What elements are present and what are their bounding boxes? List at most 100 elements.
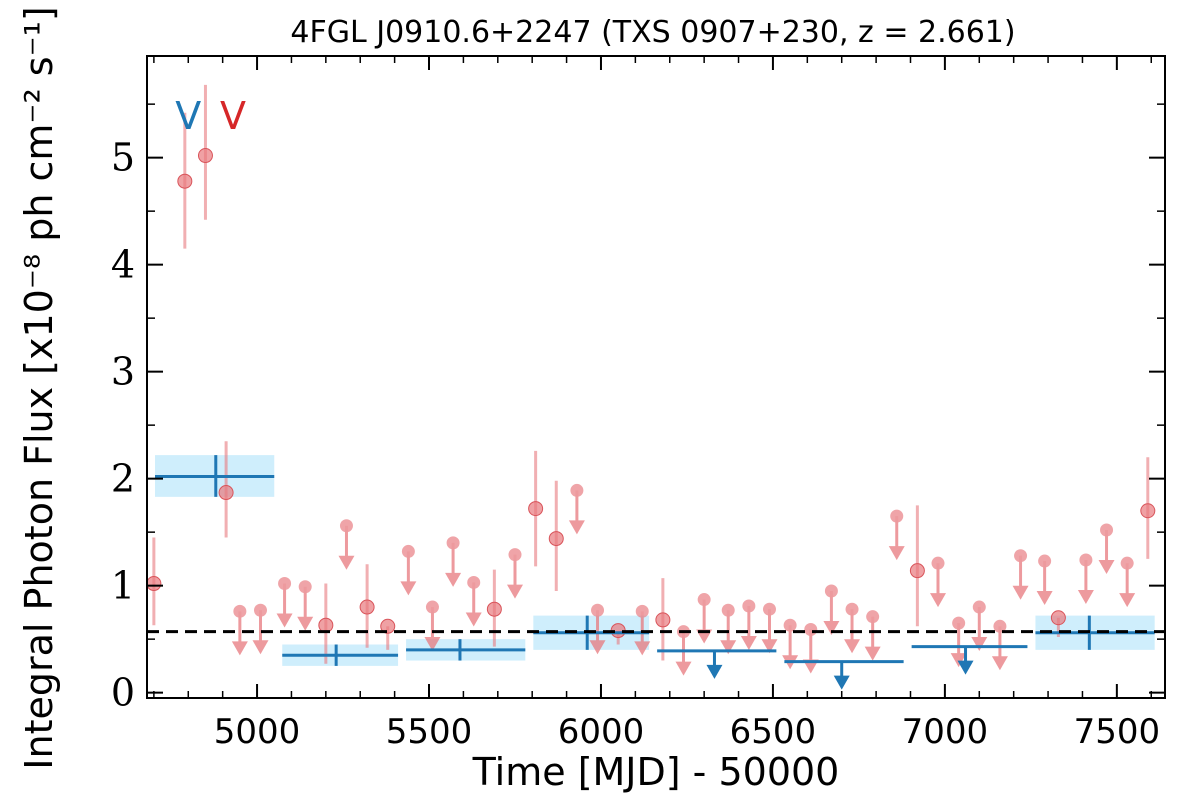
y-tick-label: 0 — [111, 671, 135, 715]
fine-upper-limit-26-head — [971, 637, 988, 652]
fine-upper-limit-15 — [720, 603, 737, 655]
fine-upper-limit-20 — [823, 584, 840, 635]
fine-upper-limit-9-head — [506, 584, 523, 599]
fine-upper-limit-21 — [844, 602, 861, 654]
fine-upper-limit-28 — [1012, 549, 1029, 600]
fine-upper-limit-dot-6 — [425, 600, 439, 614]
axes: 5000 5500 6000 6500 7000 7500 0 1 2 3 4 5 — [111, 56, 1165, 752]
fine-upper-limit-30 — [1077, 553, 1094, 604]
fine-upper-limit-2-head — [276, 613, 293, 628]
fine-upper-limit-29-head — [1036, 591, 1053, 606]
y-tick-label: 4 — [111, 243, 135, 287]
fine-upper-limit-8 — [465, 575, 482, 627]
fine-upper-limit-3-head — [297, 616, 314, 631]
fine-upper-limit-25 — [950, 616, 967, 668]
fine-upper-limit-dot-32 — [1120, 556, 1134, 570]
fine-upper-limit-7 — [445, 536, 462, 587]
fine-point-5 — [359, 599, 375, 615]
fine-point-9 — [548, 531, 564, 547]
fine-upper-limit-dot-25 — [952, 616, 966, 630]
fine-upper-limit-1-head — [252, 640, 269, 655]
fine-upper-limit-28-head — [1012, 585, 1029, 600]
fine-upper-limit-dot-27 — [993, 619, 1007, 633]
fine-upper-limit-4 — [338, 519, 355, 570]
fine-upper-limit-2 — [276, 577, 293, 628]
fine-point-14 — [1140, 503, 1156, 519]
fine-upper-limit-dot-8 — [467, 575, 481, 589]
fine-upper-limit-dot-23 — [890, 509, 904, 523]
fine-upper-limit-dot-10 — [570, 483, 584, 497]
fine-point-3 — [218, 485, 234, 501]
fine-upper-limit-31-head — [1098, 560, 1115, 575]
fine-upper-limit-23 — [888, 509, 905, 561]
coarse-upper-limit-6 — [957, 646, 974, 675]
fine-upper-limit-13-head — [675, 661, 692, 676]
fine-upper-limit-4-head — [338, 555, 355, 570]
fine-upper-limit-22 — [864, 610, 881, 661]
fine-upper-limit-12 — [634, 604, 651, 656]
fine-point-4 — [318, 617, 334, 633]
y-tick-label: 1 — [111, 564, 135, 608]
fine-point-8 — [528, 501, 544, 517]
fine-upper-limit-20-head — [823, 621, 840, 635]
fine-point-6 — [380, 618, 396, 634]
fine-upper-limit-dot-31 — [1100, 523, 1114, 537]
fine-upper-limit-26 — [971, 600, 988, 652]
fine-upper-limit-dot-7 — [446, 536, 460, 550]
fine-upper-limit-24-head — [930, 593, 947, 608]
x-axis-title: Time [MJD] - 50000 — [472, 750, 840, 794]
x-tick-label: 5500 — [386, 712, 473, 752]
coarse-upper-limit-5-head — [833, 675, 850, 690]
fine-upper-limit-6-head — [424, 637, 441, 652]
fine-upper-limit-30-head — [1077, 589, 1094, 604]
fine-upper-limit-dot-29 — [1038, 554, 1052, 568]
fine-upper-limit-dot-3 — [298, 580, 312, 594]
fine-upper-limit-15-head — [720, 640, 737, 655]
coarse-upper-limit-4-head — [706, 664, 723, 679]
fine-upper-limit-dot-28 — [1014, 549, 1028, 563]
fine-upper-limit-dot-5 — [401, 544, 415, 558]
fine-upper-limit-7-head — [445, 572, 462, 587]
fine-upper-limit-dot-19 — [804, 623, 818, 637]
fine-upper-limit-dot-0 — [233, 604, 247, 618]
fine-upper-limit-29 — [1036, 554, 1053, 606]
y-tick-label: 2 — [111, 457, 135, 501]
plot-frame — [146, 55, 1166, 699]
fine-upper-limit-dot-14 — [697, 593, 711, 607]
fine-upper-limit-17-head — [761, 639, 778, 654]
fine-upper-limit-dot-22 — [866, 610, 880, 624]
fine-upper-limit-dot-4 — [339, 519, 353, 533]
fine-upper-limit-dot-21 — [845, 602, 859, 616]
x-tick-label: 6500 — [730, 712, 817, 752]
coarse-upper-limit-6-head — [957, 660, 974, 675]
fine-upper-limit-dot-30 — [1079, 553, 1093, 567]
fine-upper-limit-dot-11 — [591, 603, 605, 617]
fine-upper-limit-6 — [424, 600, 441, 652]
fine-upper-limit-21-head — [844, 639, 861, 654]
y-tick-label: 3 — [111, 350, 135, 394]
fine-upper-limit-12-head — [634, 641, 651, 656]
fine-upper-limit-dot-16 — [742, 599, 756, 613]
fine-upper-limit-dot-12 — [635, 604, 649, 618]
fine-upper-limit-dot-2 — [278, 577, 292, 591]
fine-upper-limit-1 — [252, 603, 269, 655]
fine-upper-limit-16 — [740, 599, 757, 650]
fine-upper-limit-22-head — [864, 646, 881, 661]
fine-upper-limit-27 — [991, 619, 1008, 671]
fine-point-0 — [146, 576, 162, 592]
y-tick-label: 5 — [111, 136, 135, 180]
x-tick-label: 6000 — [558, 712, 645, 752]
fine-upper-limit-23-head — [888, 546, 905, 561]
fine-upper-limit-9 — [506, 548, 523, 599]
fine-upper-limit-16-head — [740, 635, 757, 650]
y-axis-title: Integral Photon Flux [x10⁻⁸ ph cm⁻² s⁻¹] — [17, 6, 61, 769]
fine-upper-limit-dot-18 — [783, 618, 797, 632]
fine-upper-limit-dot-20 — [824, 584, 838, 598]
fine-upper-limit-5-head — [400, 581, 417, 596]
fine-upper-limit-11-head — [589, 640, 606, 655]
fine-upper-limit-32 — [1119, 556, 1136, 608]
fine-upper-limit-dot-15 — [721, 603, 735, 617]
fine-upper-limit-32-head — [1119, 593, 1136, 608]
